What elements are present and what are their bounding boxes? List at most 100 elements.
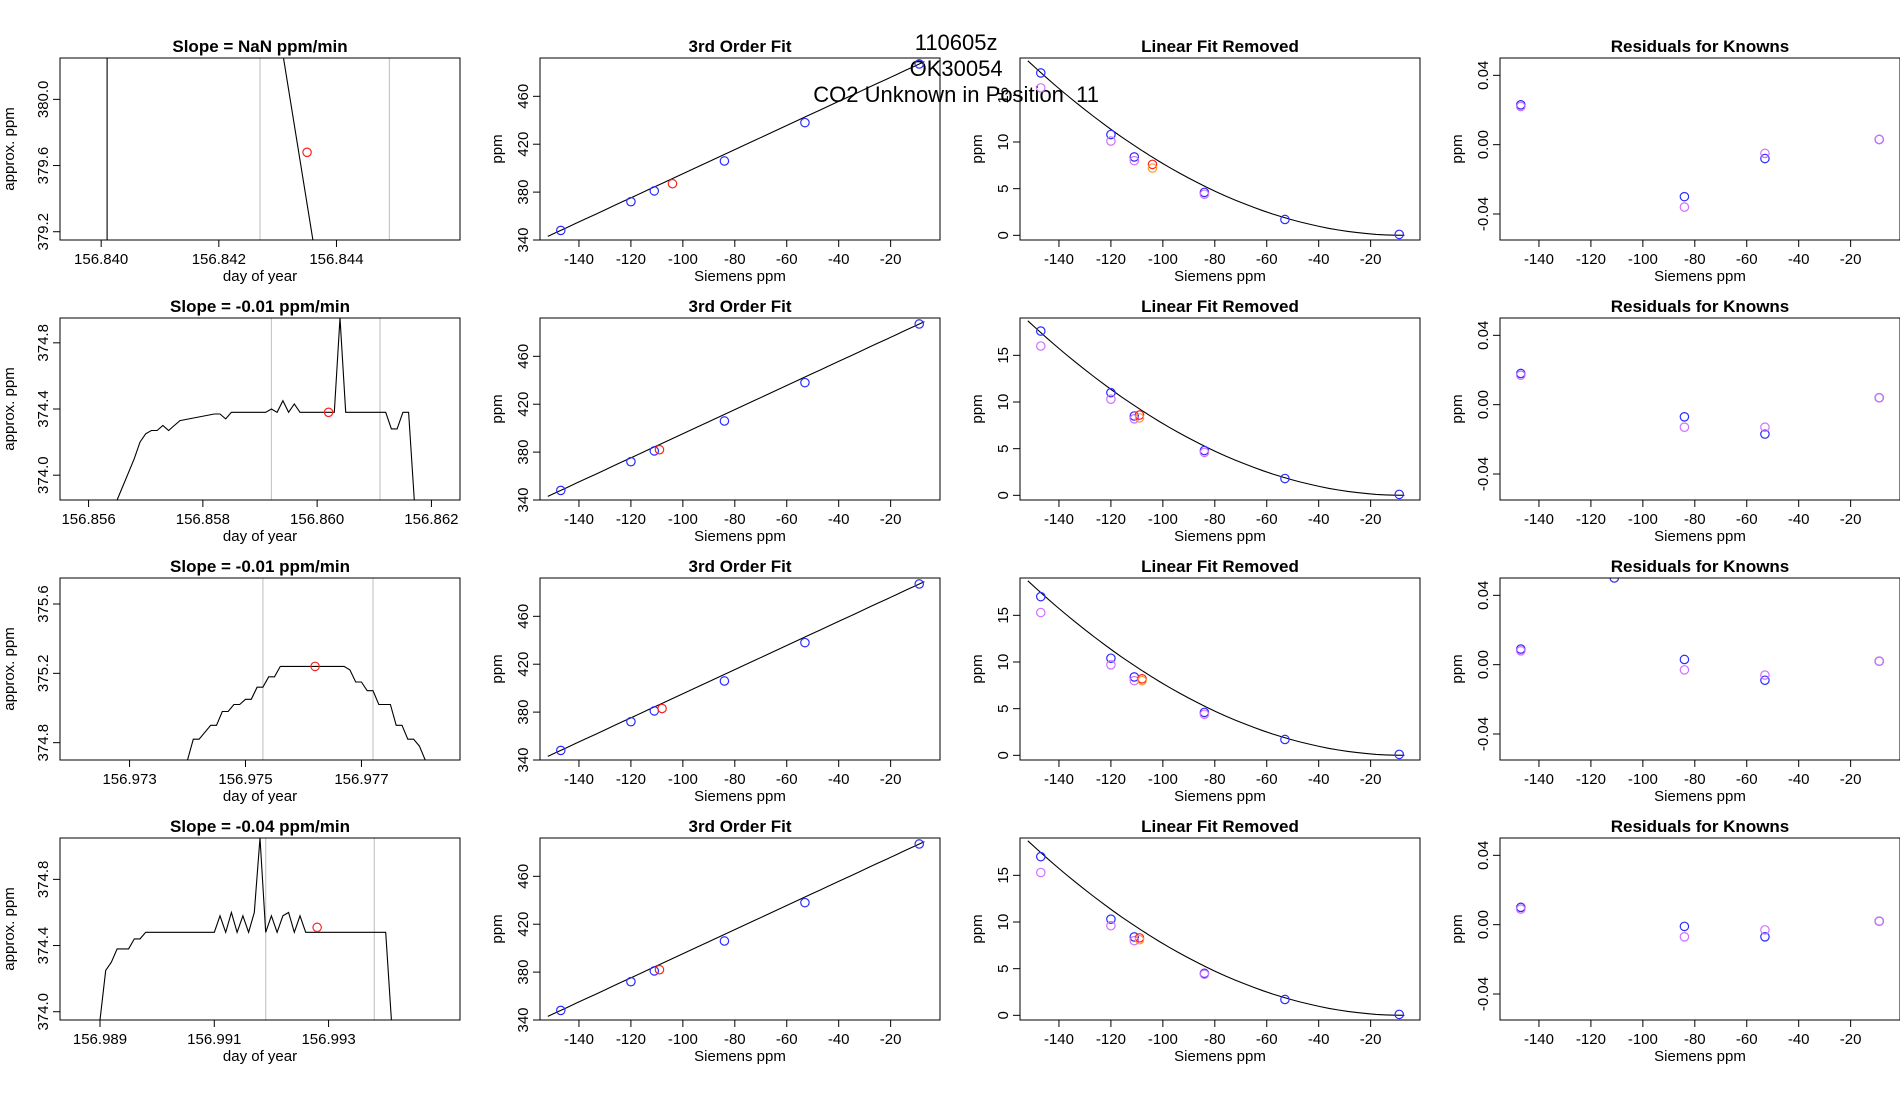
x-axis-label: Siemens ppm bbox=[694, 1048, 786, 1065]
data-point bbox=[800, 117, 810, 128]
panel-title: Residuals for Knowns bbox=[1611, 557, 1790, 576]
y-axis-label: approx. ppm bbox=[1, 627, 18, 710]
data-point bbox=[1106, 394, 1116, 404]
plot-frame bbox=[539, 317, 941, 501]
y-axis-label: ppm bbox=[969, 394, 986, 423]
data-point bbox=[1280, 214, 1290, 225]
position-label: CO2 Unknown in Position 11 bbox=[813, 82, 1099, 107]
y-axis-label: approx. ppm bbox=[1, 367, 18, 450]
panel-r3-c1: Slope = -0.01 ppm/min 156.973 156.975 156.9… bbox=[1, 557, 461, 805]
x-tick-label: -60 bbox=[1736, 1031, 1758, 1048]
plot-frame bbox=[59, 317, 461, 501]
x-axis-label: day of year bbox=[223, 528, 297, 545]
y-tick-label: 380 bbox=[515, 700, 532, 725]
x-tick-label: -140 bbox=[1044, 771, 1074, 788]
y-tick-label: 0.04 bbox=[1475, 61, 1492, 90]
signal-line bbox=[282, 58, 314, 240]
y-tick-label: 0 bbox=[995, 751, 1012, 759]
x-tick-label: -80 bbox=[1684, 771, 1706, 788]
y-axis-label: ppm bbox=[969, 134, 986, 163]
y-axis-label: ppm bbox=[489, 394, 506, 423]
x-tick-label: -140 bbox=[564, 511, 594, 528]
data-point bbox=[1129, 935, 1140, 946]
y-tick-label: -0.04 bbox=[1475, 977, 1492, 1011]
data-point bbox=[1035, 591, 1046, 602]
data-point bbox=[1147, 159, 1158, 170]
y-tick-label: 374.8 bbox=[35, 724, 52, 762]
x-tick-label: -20 bbox=[1360, 771, 1382, 788]
y-tick-label: 0.00 bbox=[1475, 910, 1492, 939]
data-point bbox=[719, 156, 730, 166]
y-tick-label: 0.04 bbox=[1475, 581, 1492, 610]
x-axis-label: day of year bbox=[223, 1048, 297, 1065]
y-tick-label: 0.00 bbox=[1475, 130, 1492, 159]
x-tick-label: -60 bbox=[1256, 771, 1278, 788]
y-tick-label: 374.0 bbox=[35, 456, 52, 494]
x-tick-label: 156.860 bbox=[290, 511, 344, 528]
data-point bbox=[1035, 326, 1046, 336]
panel-r1-c2: 3rd Order Fit -140 -120 -100 -80 -60 -40 -20 340… bbox=[489, 37, 941, 285]
y-tick-label: 379.2 bbox=[35, 213, 52, 251]
y-tick-label: 460 bbox=[515, 604, 532, 629]
data-point bbox=[1199, 189, 1210, 200]
x-tick-label: -40 bbox=[1308, 1031, 1330, 1048]
panel-title: Linear Fit Removed bbox=[1141, 37, 1299, 56]
panel-title: Linear Fit Removed bbox=[1141, 557, 1299, 576]
x-tick-label: -80 bbox=[1684, 251, 1706, 268]
x-tick-label: -20 bbox=[880, 251, 902, 268]
tank-id: OK30054 bbox=[909, 56, 1003, 81]
x-axis-label: Siemens ppm bbox=[694, 268, 786, 285]
x-tick-label: -20 bbox=[1360, 251, 1382, 268]
data-point bbox=[1679, 921, 1690, 932]
x-tick-label: -20 bbox=[1840, 251, 1862, 268]
y-axis-label: ppm bbox=[1449, 394, 1466, 423]
y-tick-label: 10 bbox=[995, 914, 1012, 931]
data-point bbox=[1035, 341, 1046, 351]
x-tick-label: 156.975 bbox=[218, 771, 272, 788]
y-tick-label: 420 bbox=[515, 132, 532, 157]
data-point bbox=[555, 1005, 566, 1016]
data-point bbox=[1679, 422, 1690, 432]
y-tick-label: 340 bbox=[515, 227, 532, 252]
data-point bbox=[914, 579, 925, 589]
x-tick-label: 156.862 bbox=[404, 511, 458, 528]
data-point bbox=[1760, 153, 1770, 164]
unknown-marker bbox=[302, 147, 312, 158]
x-tick-label: -60 bbox=[1736, 511, 1758, 528]
data-point bbox=[1280, 994, 1290, 1005]
data-point bbox=[1134, 934, 1145, 945]
panel-r4-c3: Linear Fit Removed -140 -120 -100 -80 -60 -40 -… bbox=[969, 817, 1421, 1065]
plot-frame bbox=[1499, 317, 1900, 501]
y-axis-label: ppm bbox=[1449, 654, 1466, 683]
x-tick-label: -140 bbox=[1524, 771, 1554, 788]
y-tick-label: 5 bbox=[995, 964, 1012, 972]
data-point bbox=[654, 444, 665, 455]
data-point bbox=[914, 319, 925, 329]
data-point bbox=[1760, 422, 1770, 432]
x-tick-label: -40 bbox=[1308, 511, 1330, 528]
panel-title: 3rd Order Fit bbox=[689, 297, 792, 316]
y-axis-label: ppm bbox=[489, 654, 506, 683]
y-tick-label: 420 bbox=[515, 912, 532, 937]
x-tick-label: -100 bbox=[1148, 251, 1178, 268]
y-tick-label: -0.04 bbox=[1475, 717, 1492, 751]
panel-r2-c1: Slope = -0.01 ppm/min 156.856 156.858 156.8… bbox=[1, 297, 461, 545]
y-tick-label: 10 bbox=[995, 654, 1012, 671]
x-tick-label: 156.973 bbox=[102, 771, 156, 788]
signal-line bbox=[116, 318, 415, 500]
x-tick-label: -80 bbox=[1204, 1031, 1226, 1048]
y-tick-label: 340 bbox=[515, 487, 532, 512]
x-tick-label: 156.977 bbox=[334, 771, 388, 788]
data-point bbox=[800, 897, 810, 908]
x-tick-label: -80 bbox=[724, 251, 746, 268]
y-axis-label: ppm bbox=[1449, 914, 1466, 943]
plot-frame bbox=[539, 57, 941, 241]
data-point bbox=[626, 976, 636, 987]
y-tick-label: 0.04 bbox=[1475, 841, 1492, 870]
panel-r4-c1: Slope = -0.04 ppm/min 156.989 156.991 156.9… bbox=[1, 817, 461, 1065]
y-tick-label: 0 bbox=[995, 1011, 1012, 1019]
x-tick-label: 156.844 bbox=[309, 251, 363, 268]
y-tick-label: 380 bbox=[515, 440, 532, 465]
data-point bbox=[719, 416, 730, 426]
